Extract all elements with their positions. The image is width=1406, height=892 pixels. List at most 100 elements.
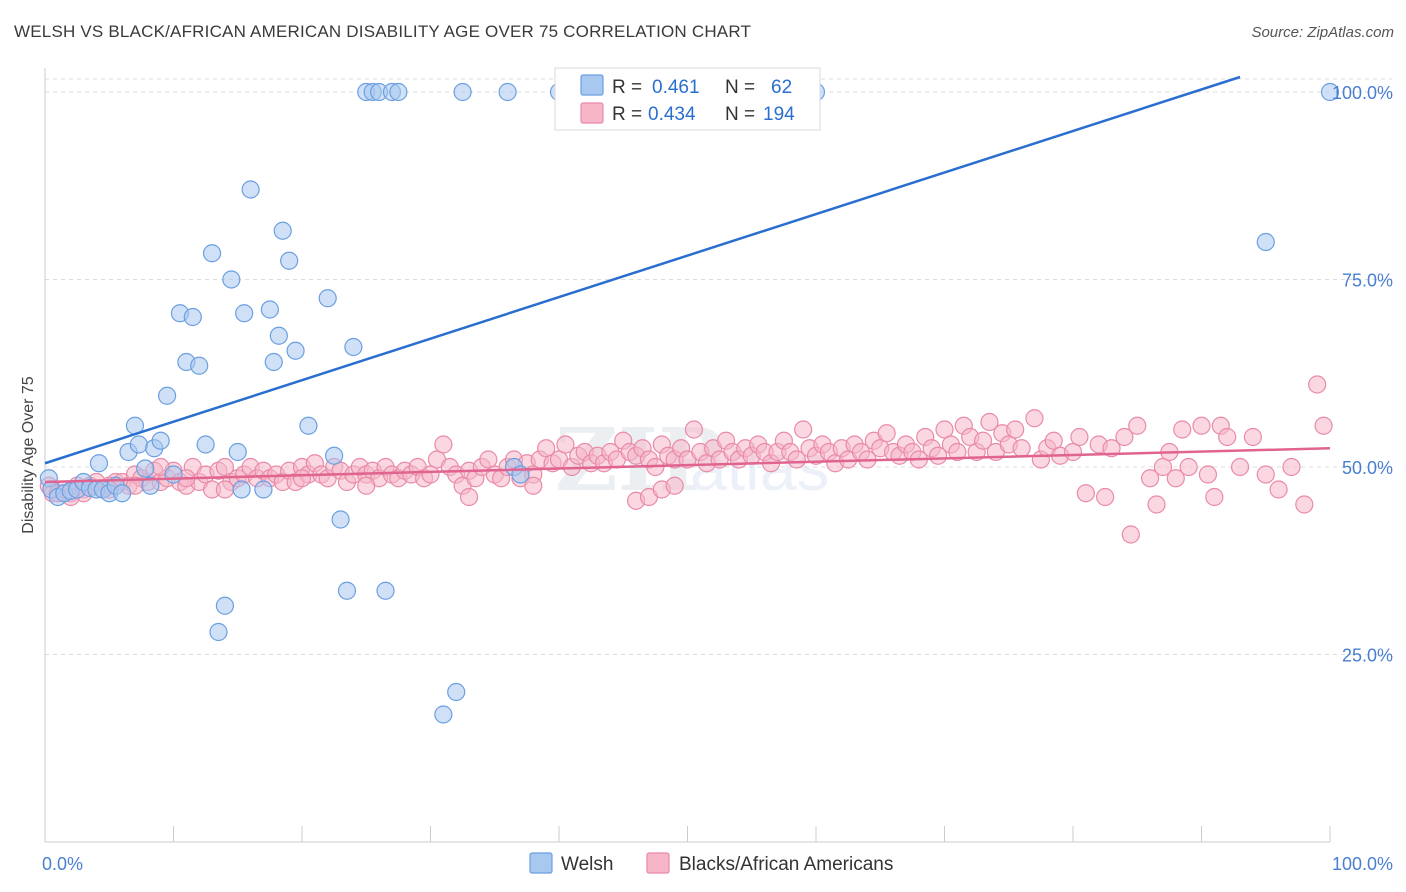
bottom-legend-welsh: Welsh: [561, 854, 613, 875]
legend-n-black: 194: [763, 104, 795, 125]
welsh-point: [89, 454, 109, 473]
welsh-series-points: [39, 82, 1340, 724]
black-point: [434, 435, 453, 454]
welsh-point: [389, 82, 408, 102]
black-point: [1025, 409, 1044, 428]
welsh-trend-line: [44, 75, 1241, 465]
black-point: [980, 412, 999, 432]
welsh-point: [260, 300, 279, 319]
black-point: [292, 469, 312, 488]
welsh-point: [151, 431, 170, 450]
black-point: [1076, 484, 1095, 503]
black-point: [948, 442, 967, 462]
welsh-point: [269, 326, 288, 345]
welsh-point: [280, 251, 299, 270]
black-point: [215, 480, 234, 499]
black-point: [1256, 465, 1275, 484]
welsh-point: [273, 221, 292, 240]
y-tick-labels: 25.0% 50.0% 75.0% 100.0%: [1332, 83, 1393, 666]
welsh-point: [136, 459, 155, 478]
welsh-point: [331, 510, 350, 529]
welsh-point: [141, 476, 160, 495]
welsh-point: [202, 244, 222, 263]
bottom-legend-black: Blacks/African Americans: [679, 854, 893, 875]
black-point: [1070, 427, 1089, 447]
chart-title: WELSH VS BLACK/AFRICAN AMERICAN DISABILI…: [14, 22, 752, 41]
welsh-point: [254, 480, 273, 499]
welsh-point: [286, 341, 305, 360]
black-point: [794, 420, 813, 439]
welsh-point: [232, 480, 251, 499]
black-point: [935, 420, 954, 439]
black-point: [459, 487, 479, 507]
black-point: [928, 446, 948, 465]
y-tick-label: 75.0%: [1342, 271, 1393, 291]
black-point: [357, 476, 376, 495]
black-point: [479, 450, 498, 469]
welsh-point: [1320, 82, 1340, 102]
black-point: [1102, 439, 1121, 458]
x-tick-label-max: 100.0%: [1332, 854, 1393, 874]
welsh-point: [434, 705, 453, 724]
black-point: [1044, 431, 1063, 450]
black-point: [556, 435, 575, 454]
black-trend-line: [44, 447, 1331, 484]
bottom-legend-swatch-welsh: [529, 852, 553, 874]
black-point: [421, 465, 440, 484]
black-point: [1153, 457, 1173, 477]
black-point: [684, 420, 704, 439]
black-point: [973, 431, 993, 450]
welsh-point: [299, 416, 318, 435]
black-point: [524, 476, 543, 495]
black-point: [1269, 480, 1288, 499]
welsh-point: [318, 289, 337, 308]
black-point: [1147, 495, 1166, 514]
black-point: [1218, 427, 1237, 447]
welsh-point: [215, 596, 234, 615]
black-point: [1006, 420, 1025, 439]
y-axis-label: Disability Age Over 75: [20, 376, 37, 534]
black-point: [1205, 487, 1224, 507]
welsh-point: [157, 386, 177, 405]
grid-lines: [45, 78, 1392, 655]
welsh-point: [1256, 232, 1275, 252]
series-legend: Welsh Blacks/African Americans: [529, 852, 893, 875]
x-tick-labels: 0.0% 100.0%: [42, 854, 1393, 874]
black-point: [877, 424, 896, 443]
welsh-point: [183, 307, 202, 327]
welsh-point: [222, 270, 241, 289]
legend-swatch-welsh: [580, 74, 604, 96]
axes: [44, 68, 1331, 843]
black-point: [665, 476, 684, 495]
black-point: [1140, 469, 1160, 488]
welsh-point: [453, 82, 472, 102]
black-point: [1282, 457, 1301, 477]
welsh-point: [337, 581, 357, 600]
welsh-point: [344, 337, 363, 357]
welsh-point: [447, 682, 466, 702]
black-point: [537, 439, 556, 458]
legend-r-label-black: R =: [612, 104, 642, 125]
welsh-point: [264, 352, 283, 372]
welsh-point: [129, 435, 148, 454]
trend-lines: [44, 75, 1331, 484]
welsh-point: [235, 304, 254, 323]
x-tick-label-min: 0.0%: [42, 854, 83, 874]
black-point: [1166, 469, 1185, 488]
black-point: [1096, 487, 1115, 507]
black-point: [1012, 439, 1031, 458]
bottom-legend-swatch-black: [646, 852, 670, 874]
legend-n-welsh: 62: [771, 77, 792, 98]
black-point: [787, 450, 806, 469]
y-tick-label: 25.0%: [1342, 646, 1393, 666]
legend-r-welsh: 0.461: [652, 77, 700, 98]
black-point: [1115, 427, 1134, 447]
welsh-point: [498, 82, 517, 102]
welsh-point: [209, 622, 228, 642]
black-point: [1295, 495, 1314, 514]
black-point: [1230, 457, 1250, 477]
welsh-point: [196, 435, 215, 454]
welsh-point: [190, 356, 209, 375]
stats-legend: R = 0.461 N = 62 R = 0.434 N = 194: [554, 67, 821, 131]
